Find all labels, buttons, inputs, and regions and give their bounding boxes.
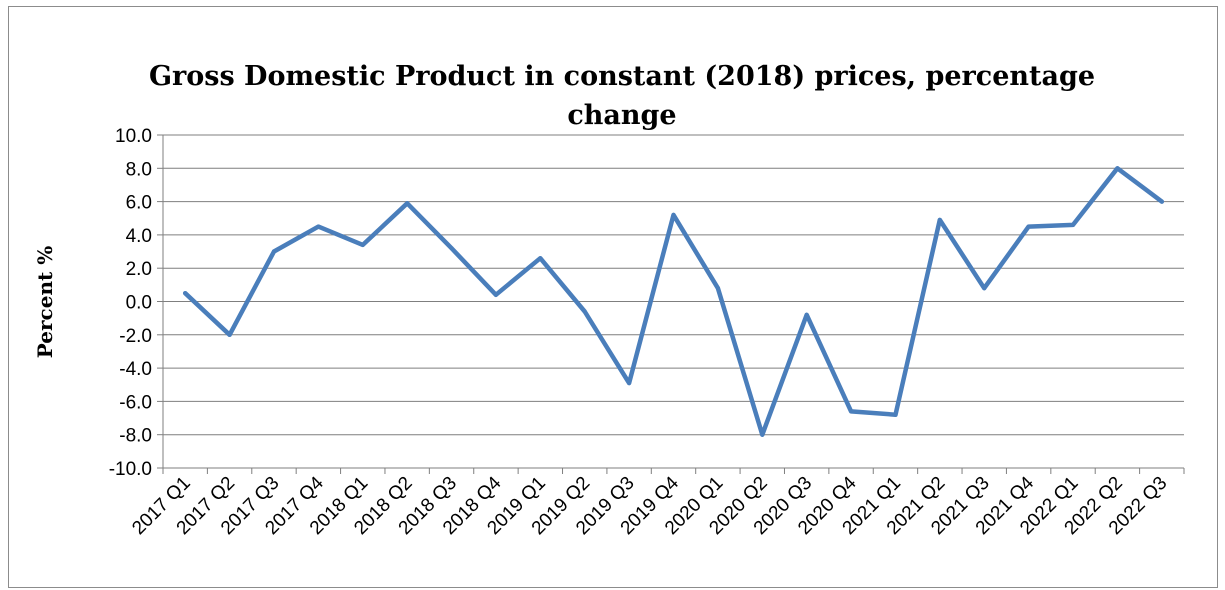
data-point — [937, 217, 942, 222]
data-point — [760, 432, 765, 437]
data-point — [804, 312, 809, 317]
data-point — [183, 291, 188, 296]
y-axis-label: Percent % — [33, 246, 57, 358]
y-tick-label: -10.0 — [109, 459, 152, 480]
data-point — [627, 381, 632, 386]
data-point — [849, 409, 854, 414]
data-point — [360, 242, 365, 247]
chart-title-line-1: Gross Domestic Product in constant (2018… — [149, 61, 1095, 92]
data-point — [449, 246, 454, 251]
data-point — [1159, 199, 1164, 204]
chart-frame — [8, 6, 1218, 588]
series-line — [182, 166, 1165, 437]
data-point — [1115, 166, 1120, 171]
data-point — [671, 212, 676, 217]
data-point — [227, 332, 232, 337]
y-tick-label: -8.0 — [119, 426, 152, 447]
y-tick-label: -4.0 — [119, 359, 152, 380]
data-point — [982, 286, 987, 291]
data-point — [893, 412, 898, 417]
y-tick-label: 6.0 — [126, 193, 152, 214]
data-point — [405, 201, 410, 206]
data-point — [582, 309, 587, 314]
y-tick-label: 8.0 — [126, 159, 152, 180]
chart-title-line-2: change — [567, 100, 676, 131]
y-tick-label: 0.0 — [126, 293, 152, 314]
y-tick-label: 10.0 — [115, 126, 152, 147]
data-point — [493, 292, 498, 297]
data-point — [1026, 224, 1031, 229]
y-tick-label: -6.0 — [119, 392, 152, 413]
gridlines — [157, 134, 1185, 474]
y-tick-label: 4.0 — [126, 226, 152, 247]
data-point — [538, 256, 543, 261]
y-tick-label: 2.0 — [126, 259, 152, 280]
data-point — [271, 249, 276, 254]
data-point — [1071, 222, 1076, 227]
data-point — [715, 286, 720, 291]
y-tick-label: -2.0 — [119, 326, 152, 347]
data-point — [316, 224, 321, 229]
y-tick-labels: 10.0 8.0 6.0 4.0 2.0 0.0 -2.0 -4.0 -6.0 -8.0 -10.0 — [109, 126, 152, 480]
